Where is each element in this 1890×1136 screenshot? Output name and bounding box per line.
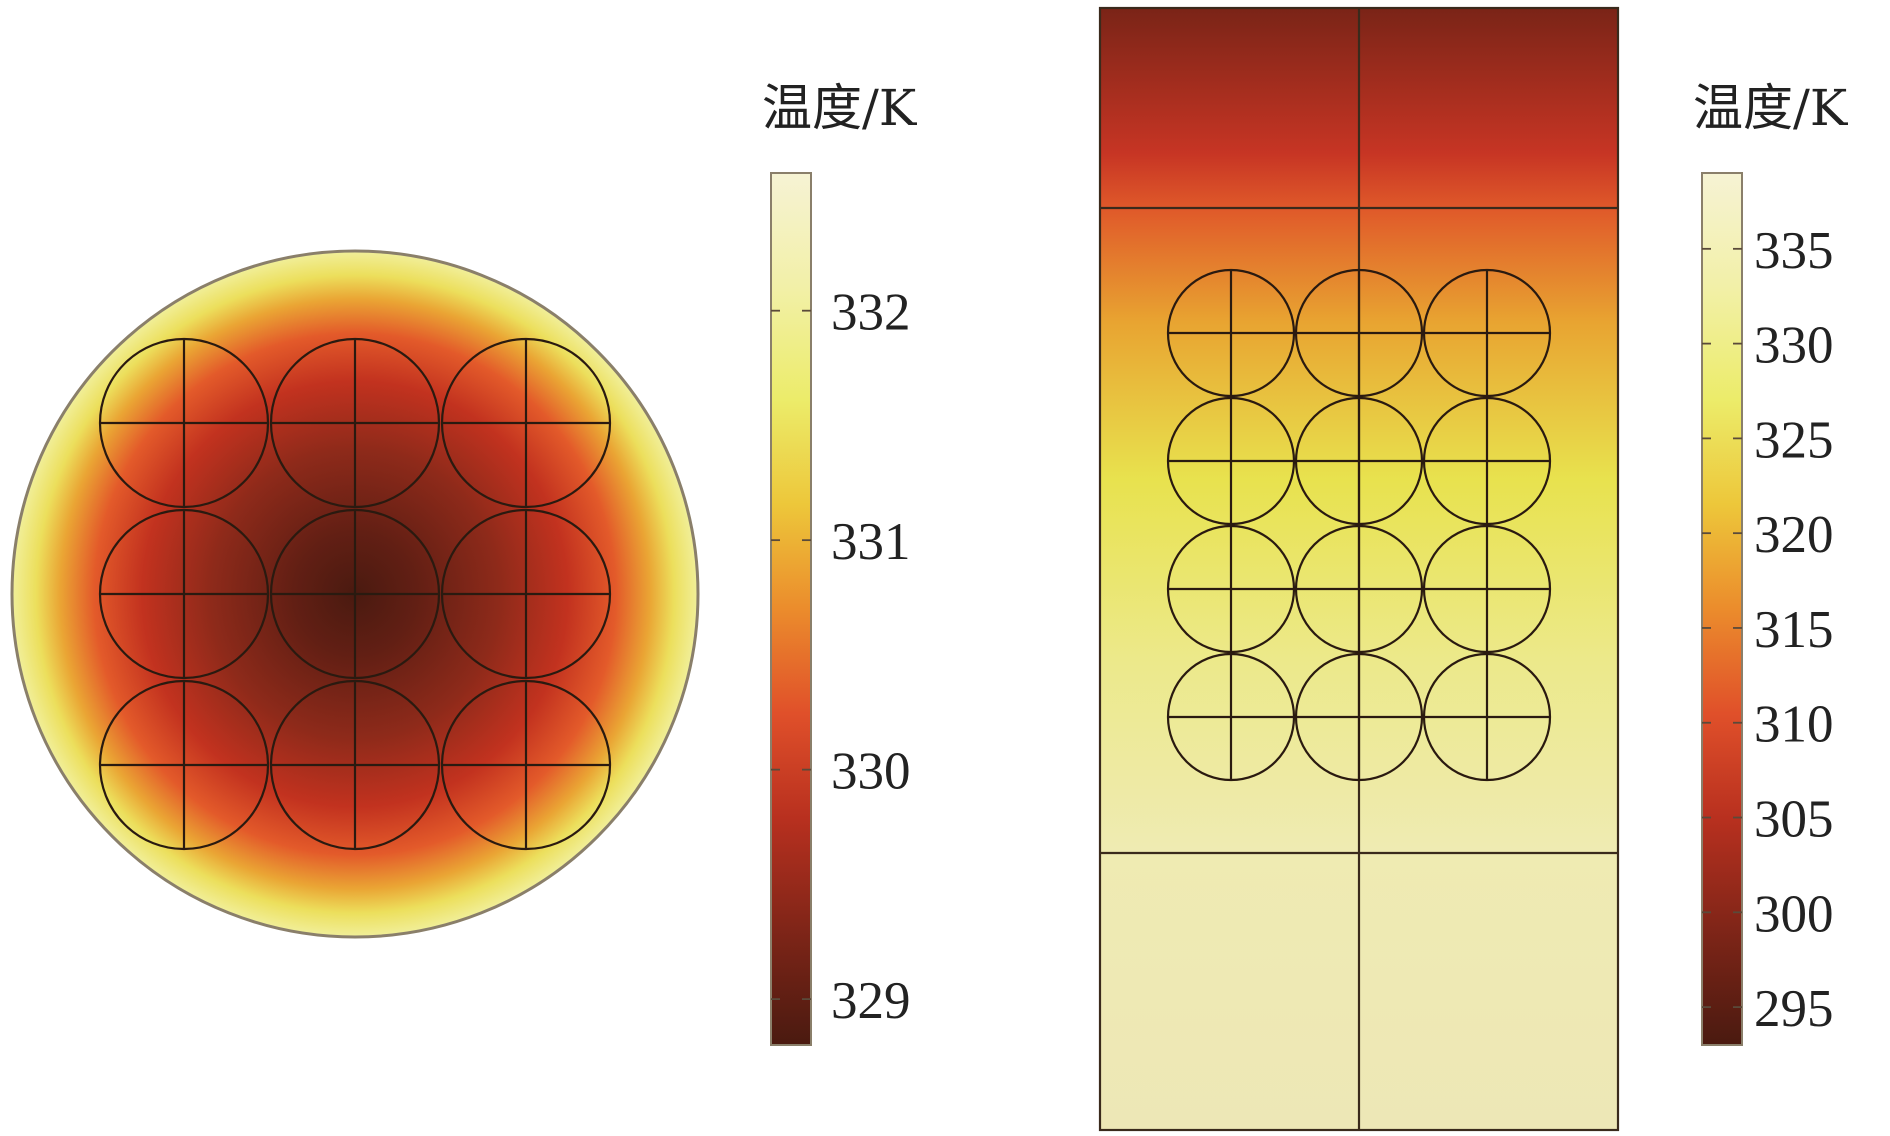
tick-label-305: 305 xyxy=(1754,791,1834,849)
cell-2-2 xyxy=(269,508,441,680)
left-cell-grid xyxy=(98,337,612,851)
right-colorbar: 温度/K 295 300 305 310 315 320 325 330 335 xyxy=(1693,79,1849,1046)
cell-4-2 xyxy=(1294,652,1424,782)
cell-2-3 xyxy=(1422,396,1552,526)
cell-3-3 xyxy=(1422,524,1552,654)
cell-1-2 xyxy=(269,337,441,509)
tick-label-331: 331 xyxy=(831,513,911,571)
cell-4-3 xyxy=(1422,652,1552,782)
cell-2-1 xyxy=(1166,396,1296,526)
tick-label-329: 329 xyxy=(831,972,911,1030)
left-colorbar-title: 温度/K xyxy=(762,79,918,137)
cell-3-3 xyxy=(440,679,612,851)
cell-2-2 xyxy=(1294,396,1424,526)
cell-2-3 xyxy=(440,508,612,680)
cell-1-3 xyxy=(440,337,612,509)
tick-label-300: 300 xyxy=(1754,885,1834,943)
tick-label-332: 332 xyxy=(831,284,911,342)
tick-label-320: 320 xyxy=(1754,506,1834,564)
tick-label-315: 315 xyxy=(1754,601,1834,659)
tick-label-310: 310 xyxy=(1754,696,1834,754)
right-colorbar-title: 温度/K xyxy=(1693,79,1849,137)
tick-label-325: 325 xyxy=(1754,411,1834,469)
cell-1-1 xyxy=(1166,268,1296,398)
left-temperature-map xyxy=(10,249,700,939)
right-colorbar-bar xyxy=(1701,172,1743,1046)
tick-label-330: 330 xyxy=(1754,317,1834,375)
cell-4-1 xyxy=(1166,652,1296,782)
cell-1-1 xyxy=(98,337,270,509)
left-colorbar-bar xyxy=(770,172,812,1046)
tick-label-335: 335 xyxy=(1754,222,1834,280)
cell-2-1 xyxy=(98,508,270,680)
cell-1-3 xyxy=(1422,268,1552,398)
right-temperature-map xyxy=(1098,6,1620,1132)
right-cell-grid xyxy=(1166,268,1552,782)
tick-label-330: 330 xyxy=(831,743,911,801)
left-colorbar: 温度/K 329 330 331 332 xyxy=(762,79,918,1046)
left-colorbar-ticks: 329 330 331 332 xyxy=(771,284,911,1030)
tick-label-295: 295 xyxy=(1754,980,1834,1038)
cell-3-2 xyxy=(1294,524,1424,654)
cell-1-2 xyxy=(1294,268,1424,398)
right-colorbar-ticks: 295 300 305 310 315 320 325 330 335 xyxy=(1702,222,1834,1038)
cell-3-1 xyxy=(1166,524,1296,654)
cell-3-1 xyxy=(98,679,270,851)
cell-3-2 xyxy=(269,679,441,851)
